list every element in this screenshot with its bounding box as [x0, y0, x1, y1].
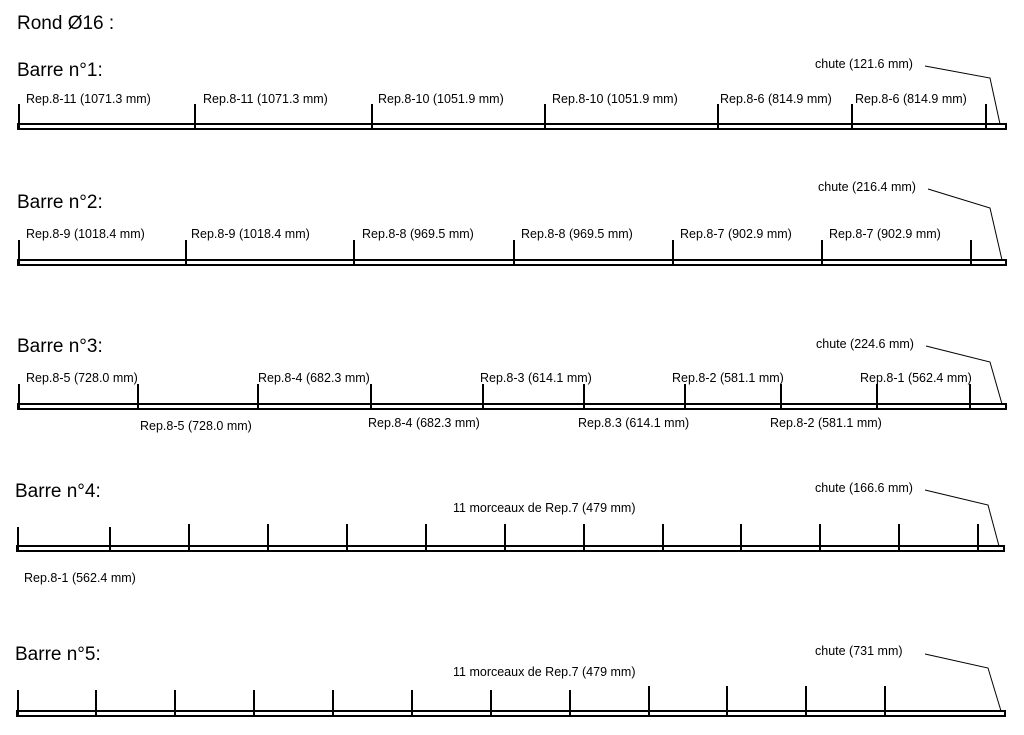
bar-2-piece-label: Rep.8-8 (969.5 mm)	[521, 227, 633, 241]
bar-4-stock	[16, 545, 1005, 552]
bar-3-chute-label: chute (224.6 mm)	[816, 337, 914, 351]
bar-4-chute-leader	[924, 489, 1000, 547]
bar-5-chute-label: chute (731 mm)	[815, 644, 903, 658]
bar-1-piece-label: Rep.8-6 (814.9 mm)	[855, 92, 967, 106]
bar-5-pieces-summary: 11 morceaux de Rep.7 (479 mm)	[453, 665, 636, 679]
bar-3-piece-label-below: Rep.8-5 (728.0 mm)	[140, 419, 252, 433]
bar-1-stock	[17, 123, 1007, 130]
bar-1-piece-label: Rep.8-11 (1071.3 mm)	[203, 92, 328, 106]
bar-5-stock	[16, 710, 1006, 717]
bar-3-title: Barre n°3:	[17, 336, 103, 357]
bar-3-cut-marks	[18, 384, 971, 409]
bar-3-piece-label-below: Rep.8-4 (682.3 mm)	[368, 416, 480, 430]
bar-3-piece-label: Rep.8-3 (614.1 mm)	[480, 371, 592, 385]
bar-3-group: Barre n°3: chute (224.6 mm) Rep.8-5 (728…	[17, 336, 1007, 433]
bar-4-chute-label: chute (166.6 mm)	[815, 481, 913, 495]
bar-2-piece-label: Rep.8-9 (1018.4 mm)	[191, 227, 310, 241]
bar-5-group: Barre n°5: chute (731 mm) 11 morceaux de…	[15, 644, 1006, 717]
bar-5-chute-leader	[924, 653, 1002, 712]
bar-3-piece-label: Rep.8-2 (581.1 mm)	[672, 371, 784, 385]
bar-1-chute-label: chute (121.6 mm)	[815, 57, 913, 71]
bar-1-piece-label: Rep.8-10 (1051.9 mm)	[378, 92, 504, 106]
bar-2-piece-label: Rep.8-7 (902.9 mm)	[829, 227, 941, 241]
bar-2-piece-label: Rep.8-9 (1018.4 mm)	[26, 227, 145, 241]
bar-3-piece-label-below: Rep.8.3 (614.1 mm)	[578, 416, 689, 430]
bar-3-piece-label-below: Rep.8-2 (581.1 mm)	[770, 416, 882, 430]
bar-4-cut-marks	[17, 524, 979, 551]
bar-4-group: Barre n°4: chute (166.6 mm) 11 morceaux …	[15, 481, 1005, 585]
bar-1-cut-marks	[18, 104, 987, 129]
bar-2-cut-marks	[18, 240, 972, 265]
bar-3-piece-label: Rep.8-1 (562.4 mm)	[860, 371, 972, 385]
page-title: Rond Ø16 :	[17, 13, 114, 34]
bar-3-stock	[17, 403, 1007, 410]
bar-3-piece-label: Rep.8-5 (728.0 mm)	[26, 371, 138, 385]
bar-2-piece-label: Rep.8-7 (902.9 mm)	[680, 227, 792, 241]
bar-3-chute-leader	[925, 345, 1003, 405]
bar-5-cut-marks	[17, 686, 886, 716]
bar-1-piece-label: Rep.8-10 (1051.9 mm)	[552, 92, 678, 106]
bar-2-stock	[17, 259, 1007, 266]
bar-1-group: Barre n°1: chute (121.6 mm) Rep.8-11 (10…	[17, 57, 1007, 130]
bar-4-piece-label-below: Rep.8-1 (562.4 mm)	[24, 571, 136, 585]
bar-3-piece-label: Rep.8-4 (682.3 mm)	[258, 371, 370, 385]
bar-1-piece-label: Rep.8-6 (814.9 mm)	[720, 92, 832, 106]
bar-2-title: Barre n°2:	[17, 192, 103, 213]
bar-2-piece-label: Rep.8-8 (969.5 mm)	[362, 227, 474, 241]
bar-1-piece-label: Rep.8-11 (1071.3 mm)	[26, 92, 151, 106]
bar-5-title: Barre n°5:	[15, 644, 101, 665]
bar-4-title: Barre n°4:	[15, 481, 101, 502]
bar-1-chute-leader	[924, 65, 1001, 125]
bar-4-pieces-summary: 11 morceaux de Rep.7 (479 mm)	[453, 501, 636, 515]
bar-1-title: Barre n°1:	[17, 60, 103, 81]
bar-2-chute-label: chute (216.4 mm)	[818, 180, 916, 194]
bar-2-chute-leader	[927, 188, 1003, 261]
bar-2-group: Barre n°2: chute (216.4 mm) Rep.8-9 (101…	[17, 180, 1007, 266]
